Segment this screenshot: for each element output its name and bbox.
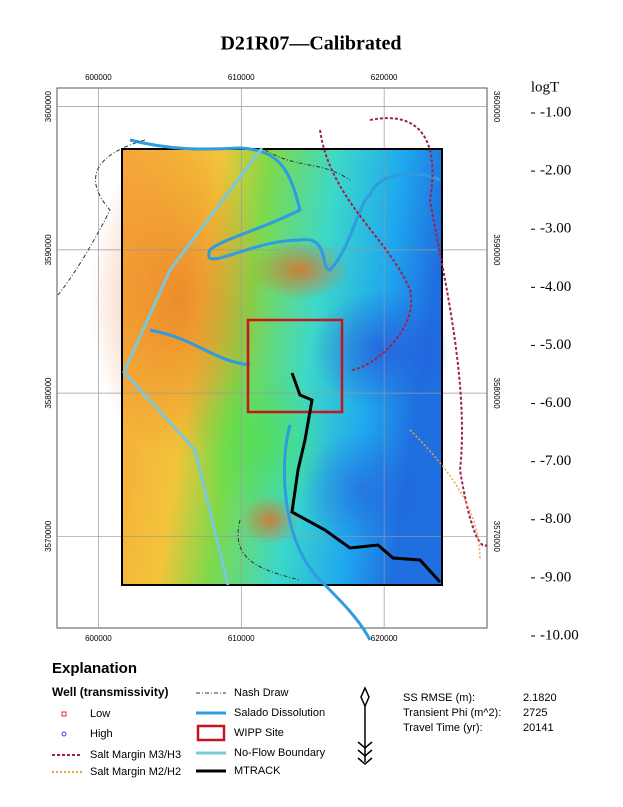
colorbar-title: logT <box>531 79 559 95</box>
colorbar-tick-label: -6.00 <box>540 395 571 411</box>
colorbar-tick-label: -7.00 <box>540 453 571 469</box>
stat-label: Transient Phi (m^2): <box>403 707 501 719</box>
map-field <box>90 140 450 585</box>
y-tick-label: 3580000 <box>44 377 53 409</box>
stat-value: 2725 <box>523 707 547 719</box>
x-tick-label: 620000 <box>371 73 398 82</box>
x-tick-label: 610000 <box>228 73 255 82</box>
legend-nash: Nash Draw <box>234 687 288 699</box>
stat-value: 2.1820 <box>523 692 557 704</box>
stat-value: 20141 <box>523 722 554 734</box>
well-title: Well (transmissivity) <box>52 685 168 699</box>
title: D21R07—Calibrated <box>220 33 401 55</box>
colorbar-ticks: -1.00 -2.00 -3.00 -4.00 -5.00 -6.00 -7.00 -8.00… <box>531 104 579 643</box>
legend-wipp: WIPP Site <box>234 727 284 739</box>
stat-label: SS RMSE (m): <box>403 692 475 704</box>
legend-m2: Salt Margin M2/H2 <box>90 766 181 778</box>
map-frame <box>56 87 488 629</box>
y-tick-label: 3600000 <box>492 91 501 123</box>
colorbar-tick-label: -8.00 <box>540 511 571 527</box>
model-boundary <box>121 148 443 586</box>
y-tick-label: 3590000 <box>44 234 53 266</box>
y-tick-label: 3590000 <box>492 234 501 266</box>
explanation-title: Explanation <box>52 660 137 677</box>
y-tick-label: 3570000 <box>44 520 53 552</box>
colorbar-tick-label: -5.00 <box>540 337 571 353</box>
legend-noflow: No-Flow Boundary <box>234 747 326 759</box>
legend: Explanation Well (transmissivity) Low Hi… <box>52 660 326 778</box>
north-arrow <box>357 686 373 765</box>
salado-dissolution <box>129 138 441 641</box>
low-marker <box>61 711 67 717</box>
colorbar-tick-label: -4.00 <box>540 279 571 295</box>
grid <box>57 88 487 628</box>
legend-high: High <box>90 728 113 740</box>
colorbar-tick-label: -2.00 <box>540 163 571 179</box>
colorbar-tick-label: -9.00 <box>540 569 571 585</box>
high-marker <box>61 731 67 737</box>
y-tick-label: 3570000 <box>492 521 501 553</box>
no-flow-boundary <box>122 147 264 586</box>
y-tick-label: 3580000 <box>492 378 501 410</box>
legend-low: Low <box>90 708 110 720</box>
stats: SS RMSE (m): 2.1820 Transient Phi (m^2): 27… <box>403 692 557 734</box>
stat-label: Travel Time (yr): <box>403 722 483 734</box>
colorbar-tick-label: -3.00 <box>540 221 571 237</box>
x-tick-label: 600000 <box>85 73 112 82</box>
salt-margin-m3 <box>319 117 488 547</box>
mtrack <box>290 372 442 584</box>
x-tick-label: 620000 <box>371 634 398 643</box>
legend-m3: Salt Margin M3/H3 <box>90 749 181 761</box>
wipp-site <box>246 318 344 414</box>
map-ticks: 600000 600000 610000 610000 620000 620000 3600… <box>44 73 501 643</box>
legend-salado: Salado Dissolution <box>234 707 325 719</box>
colorbar-tick-label: -10.00 <box>540 627 579 643</box>
legend-mtrack: MTRACK <box>234 765 281 777</box>
nash-draw <box>57 139 351 581</box>
x-tick-label: 610000 <box>228 634 255 643</box>
colorbar-tick-label: -1.00 <box>540 104 571 120</box>
wipp-symbol <box>196 724 226 742</box>
y-tick-label: 3600000 <box>44 91 53 123</box>
x-tick-label: 600000 <box>85 634 112 643</box>
